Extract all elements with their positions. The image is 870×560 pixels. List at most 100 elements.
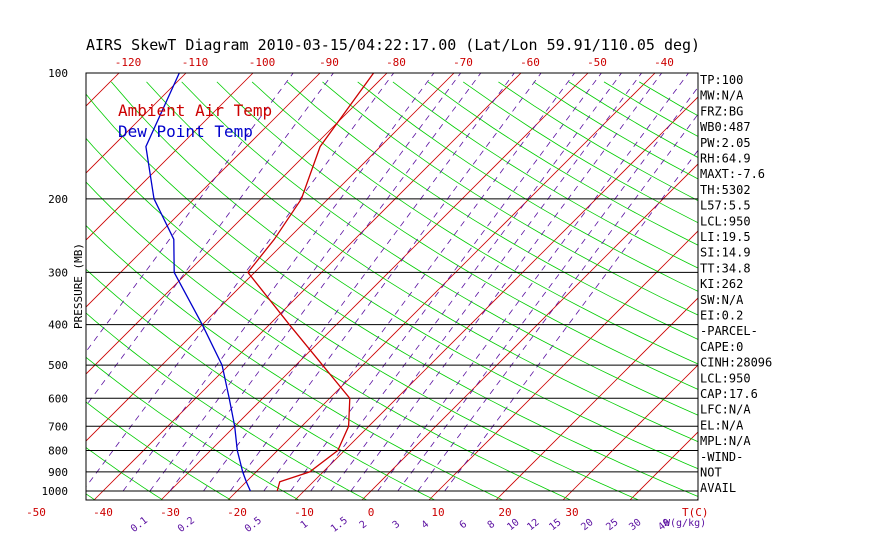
- isotherm-line: [227, 73, 656, 500]
- dry-adiabat-line: [216, 81, 698, 390]
- dry-adiabat-line: [86, 93, 698, 497]
- index-item: CAP:17.6: [700, 387, 758, 401]
- index-item: MW:N/A: [700, 89, 744, 103]
- isotherm-line: [764, 64, 870, 500]
- bottom-temp-tick: 20: [498, 506, 511, 519]
- mixing-ratio-line: [169, 73, 482, 492]
- isotherm-line: [160, 73, 589, 500]
- index-item: AVAIL: [700, 481, 736, 495]
- pressure-tick-900: 900: [48, 466, 68, 479]
- dry-adiabat-line: [287, 81, 698, 340]
- pressure-tick-labels: 100 200 300 400 500 600 700 800 900 1000: [42, 67, 69, 498]
- plot-frame: [85, 72, 699, 501]
- mixing-ratio-line: [149, 73, 462, 492]
- mixing-ratio-line: [310, 73, 622, 492]
- mixing-ratio-tick: 30: [627, 517, 643, 533]
- mixing-ratio-tick: 0.1: [129, 515, 150, 535]
- chart-title: AIRS SkewT Diagram 2010-03-15/04:22:17.0…: [86, 36, 700, 54]
- isobar-lines: [86, 198, 698, 492]
- dry-adiabat-line: [86, 356, 299, 500]
- pressure-tick-700: 700: [48, 420, 68, 433]
- mixing-ratio-tick: 12: [525, 517, 541, 533]
- index-item: EL:N/A: [700, 418, 744, 432]
- mixing-ratio-tick: 1: [299, 519, 311, 531]
- isotherm-line: [562, 364, 698, 500]
- pressure-tick-100: 100: [48, 67, 68, 80]
- index-item: CAPE:0: [700, 340, 743, 354]
- index-item: -PARCEL-: [700, 324, 758, 338]
- mixing-ratio-unit-label: W(g/kg): [664, 518, 706, 529]
- dry-adiabat-line: [0, 82, 27, 500]
- pressure-tick-800: 800: [48, 444, 68, 457]
- ambient-air-temp-line: [247, 73, 375, 492]
- index-item: MAXT:-7.6: [700, 167, 765, 181]
- index-item: TH:5302: [700, 183, 751, 197]
- mixing-ratio-tick: 1.5: [329, 515, 350, 535]
- index-item: CINH:28096: [700, 356, 772, 370]
- isotherm-line: [86, 73, 388, 375]
- top-temp-tick: -120: [115, 56, 142, 69]
- top-temp-tick: -40: [654, 56, 674, 69]
- index-item: TP:100: [700, 73, 743, 87]
- index-item: KI:262: [700, 277, 743, 291]
- mixing-ratio-tick: 3: [391, 519, 403, 531]
- legend-ambient-air-temp: Ambient Air Temp: [118, 101, 272, 120]
- index-item: LI:19.5: [700, 230, 751, 244]
- dew-point-temp-line: [145, 73, 251, 492]
- dry-adiabat-line: [462, 81, 698, 224]
- dry-adiabat-line: [146, 81, 698, 443]
- bottom-temp-tick: 10: [431, 506, 444, 519]
- index-item: -WIND-: [700, 450, 743, 464]
- isotherm-line: [93, 73, 522, 500]
- pressure-tick-400: 400: [48, 319, 68, 332]
- mixing-ratio-line: [397, 86, 698, 492]
- top-temp-tick: -110: [182, 56, 209, 69]
- dry-adiabat-line: [392, 81, 698, 269]
- index-item: TT:34.8: [700, 261, 751, 275]
- mixing-ratio-line: [86, 73, 294, 353]
- mixing-ratio-tick: 4: [420, 519, 432, 531]
- pressure-tick-200: 200: [48, 193, 68, 206]
- isotherm-line: [294, 96, 698, 500]
- sounding-profiles: [145, 73, 375, 492]
- index-item: LCL:950: [700, 214, 751, 228]
- isotherm-line: [86, 73, 254, 241]
- bottom-temp-tick: -40: [93, 506, 113, 519]
- bottom-temp-tick: -50: [26, 506, 46, 519]
- pressure-tick-1000: 1000: [42, 485, 69, 498]
- mixing-ratio-line: [290, 73, 602, 492]
- mixing-ratio-line: [122, 73, 435, 492]
- mixing-ratio-line: [86, 73, 334, 407]
- isotherm-line: [86, 73, 321, 308]
- mixing-ratio-line: [377, 73, 689, 492]
- mixing-ratio-line: [417, 113, 698, 492]
- index-item: WB0:487: [700, 120, 751, 134]
- mixing-ratio-line: [350, 73, 663, 492]
- isotherm-line: [86, 73, 120, 107]
- index-item: EI:0.2: [700, 309, 743, 323]
- mixing-ratio-lines: [86, 73, 698, 492]
- dry-adiabat-line: [86, 447, 163, 500]
- bottom-temp-tick: -30: [160, 506, 180, 519]
- isotherm-line: [495, 297, 698, 500]
- index-item: L57:5.5: [700, 199, 751, 213]
- bottom-temp-tick: -20: [227, 506, 247, 519]
- dry-adiabat-line: [322, 81, 698, 316]
- dry-adiabat-line: [86, 268, 435, 500]
- top-temp-tick: -100: [249, 56, 276, 69]
- isotherm-line: [0, 64, 61, 500]
- pressure-tick-300: 300: [48, 266, 68, 279]
- stability-indices: TP:100MW:N/AFRZ:BGWB0:487PW:2.05RH:64.9M…: [700, 73, 772, 495]
- isotherm-line: [428, 230, 698, 500]
- y-axis-label: PRESSURE (MB): [72, 243, 85, 329]
- top-temp-tick: -70: [453, 56, 473, 69]
- dry-adiabat-line: [110, 81, 698, 470]
- dry-adiabat-line: [86, 225, 503, 500]
- top-temp-tick: -60: [520, 56, 540, 69]
- dry-adiabat-line: [86, 137, 639, 500]
- mixing-ratio-line: [330, 73, 642, 492]
- mixing-ratio-tick: 10: [505, 517, 521, 533]
- pressure-tick-500: 500: [48, 359, 68, 372]
- mixing-ratio-line: [263, 73, 575, 492]
